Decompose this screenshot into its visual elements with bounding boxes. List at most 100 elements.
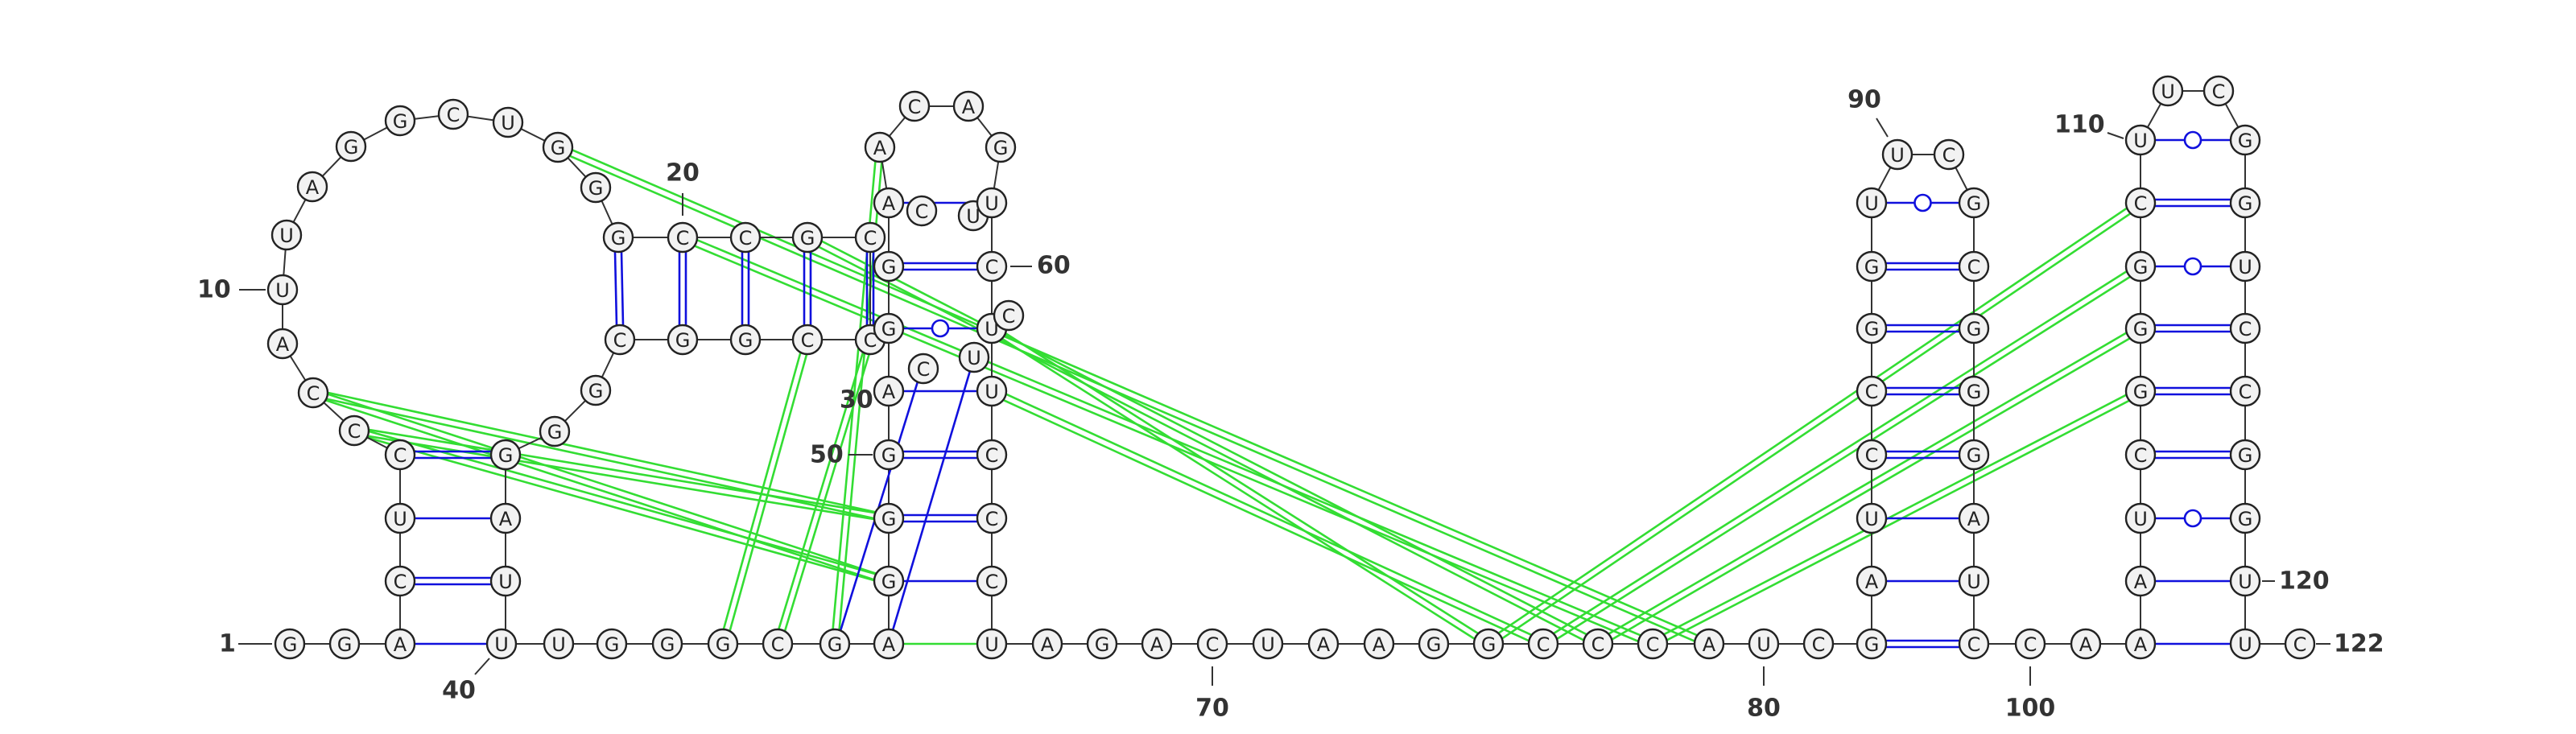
nucleotide: U xyxy=(2152,75,2184,107)
nucleotide-circle xyxy=(489,565,522,597)
nucleotide: G xyxy=(985,131,1017,163)
tertiary-pair-line xyxy=(312,394,889,586)
nucleotide-circle xyxy=(2124,250,2157,282)
nucleotide: A xyxy=(1363,628,1395,660)
nucleotide: A xyxy=(952,90,985,122)
nucleotide-circle xyxy=(854,221,886,254)
nucleotide-letter: U xyxy=(985,633,999,656)
nucleotide-circle xyxy=(2014,628,2046,660)
nucleotide-letter: A xyxy=(394,633,407,656)
nucleotide-circle xyxy=(993,299,1025,332)
nucleotide: C xyxy=(976,439,1008,471)
nucleotide: C xyxy=(1856,439,1888,471)
nucleotide: G xyxy=(539,415,571,447)
nucleotide: A xyxy=(2124,565,2157,597)
tertiary-pair-line xyxy=(1596,324,2140,642)
nucleotide-circle xyxy=(384,439,416,471)
nucleotide-letter: G xyxy=(588,177,604,200)
nucleotide: G xyxy=(651,628,683,660)
nucleotide: U xyxy=(2124,502,2157,534)
nucleotide: C xyxy=(729,221,762,254)
nucleotide-circle xyxy=(1582,628,1614,660)
nucleotide-letter: A xyxy=(2134,571,2148,593)
position-label-40: 40 xyxy=(442,677,476,705)
nucleotide-letter: C xyxy=(2239,381,2252,403)
nucleotide: C xyxy=(791,324,824,356)
nucleotide-circle xyxy=(762,628,794,660)
nucleotide-letter: G xyxy=(2133,381,2149,403)
nucleotide-letter: C xyxy=(676,227,690,249)
nucleotide: C xyxy=(1933,138,1965,171)
nucleotide-circle xyxy=(1363,628,1395,660)
nucleotide-circle xyxy=(2229,124,2261,156)
nucleotide-circle xyxy=(2229,375,2261,407)
nucleotide-letter: G xyxy=(738,329,753,352)
nucleotide-letter: G xyxy=(547,421,563,443)
nucleotide: G xyxy=(1086,628,1118,660)
nucleotide: U xyxy=(1856,187,1888,219)
nucleotide: G xyxy=(602,221,634,254)
nucleotide-circle xyxy=(2229,439,2261,471)
nucleotide: A xyxy=(1307,628,1340,660)
nucleotide: G xyxy=(580,171,612,204)
nucleotide: C xyxy=(2014,628,2046,660)
nucleotide-circle xyxy=(604,324,636,356)
nucleotide: C xyxy=(2124,439,2157,471)
nucleotide-letter: C xyxy=(613,329,627,352)
nucleotide-circle xyxy=(274,628,306,660)
nucleotide-circle xyxy=(2284,628,2316,660)
nucleotide-letter: C xyxy=(864,329,877,352)
nucleotide: G xyxy=(819,628,851,660)
tertiary-interactions-layer xyxy=(312,143,2143,648)
nucleotide-circle xyxy=(2124,502,2157,534)
nucleotide-circle xyxy=(1196,628,1228,660)
nucleotide-circle xyxy=(2124,628,2157,660)
nucleotide: G xyxy=(791,221,824,254)
tertiary-pair-line xyxy=(354,426,890,579)
nucleotide-letter: C xyxy=(2134,444,2148,467)
nucleotide-letter: G xyxy=(881,571,897,593)
nucleotide-circle xyxy=(539,415,571,447)
nucleotide-letter: C xyxy=(908,96,922,118)
nucleotide-circle xyxy=(270,219,303,251)
nucleotide-letter: A xyxy=(1967,508,1981,530)
nucleotide: C xyxy=(437,98,469,130)
nucleotide-letter: U xyxy=(1890,144,1905,167)
nucleotide-circle xyxy=(384,502,416,534)
nucleotide: C xyxy=(976,565,1008,597)
tertiary-pair-line xyxy=(1650,387,2140,642)
tertiary-pair-line xyxy=(993,324,1491,642)
nucleotide-letter: C xyxy=(1537,633,1550,656)
nucleotide-circle xyxy=(898,90,931,122)
nucleotide-circle xyxy=(976,250,1008,282)
nucleotide-circle xyxy=(437,98,469,130)
nucleotide-letter: C xyxy=(2024,633,2037,656)
nucleotide-circle xyxy=(667,221,699,254)
nucleotide: G xyxy=(335,130,367,163)
nucleotide-letter: U xyxy=(2238,633,2252,656)
nucleotide: C xyxy=(297,377,329,409)
nucleotide: A xyxy=(1856,565,1888,597)
nucleotide-circle xyxy=(729,324,762,356)
nucleotide: C xyxy=(1958,628,1990,660)
nucleotide-circle xyxy=(2202,75,2235,107)
nucleotide-circle xyxy=(707,628,739,660)
nucleotide: U xyxy=(976,628,1008,660)
nucleotide-circle xyxy=(596,628,628,660)
nucleotide: A xyxy=(864,131,896,163)
nucleotide-letter: G xyxy=(498,444,514,467)
nucleotide-circle xyxy=(2124,312,2157,344)
nucleotide-circle xyxy=(1856,250,1888,282)
nucleotide-circle xyxy=(873,250,905,282)
nucleotide-letter: U xyxy=(1864,508,1879,530)
nucleotide: A xyxy=(873,187,905,219)
position-label-90: 90 xyxy=(1847,86,1881,114)
nucleotide: U xyxy=(485,628,518,660)
nucleotide-letter: A xyxy=(873,137,887,159)
nucleotide-circle xyxy=(1958,502,1990,534)
nucleotide-circle xyxy=(976,439,1008,471)
nucleotide-letter: C xyxy=(2134,192,2148,215)
nucleotide: A xyxy=(873,628,905,660)
nucleotide-circle xyxy=(651,628,683,660)
